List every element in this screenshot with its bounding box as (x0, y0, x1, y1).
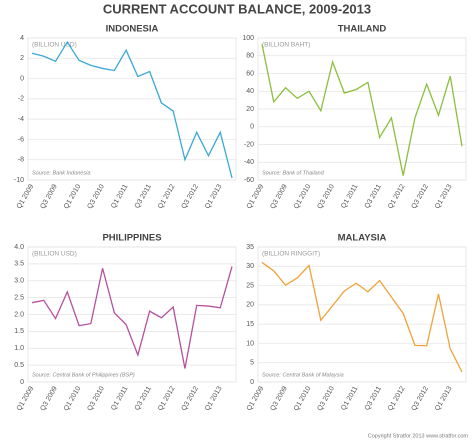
y-tick-label: 2.5 (14, 294, 24, 301)
y-tick-label: 30 (246, 263, 254, 270)
x-tick-label: Q1 2011 (110, 385, 129, 411)
x-tick-label: Q3 2012 (411, 385, 431, 412)
y-axis-label: (BILLION BAHT) (262, 42, 310, 49)
copyright: Copyright Stratfor 2013 www.stratfor.com (368, 433, 469, 439)
y-tick-label: 0 (250, 379, 254, 386)
x-tick-label: Q1 2012 (157, 385, 177, 412)
x-tick-label: Q1 2013 (204, 183, 224, 210)
source-note: Source: Central Bank of Philippines (BSP… (32, 372, 135, 378)
y-tick-label: 5 (250, 360, 254, 367)
y-tick-label: -2 (18, 96, 24, 103)
x-tick-label: Q1 2012 (387, 385, 407, 412)
y-tick-label: -4 (18, 116, 24, 123)
line (31, 40, 233, 179)
plot-area (257, 246, 467, 383)
y-tick-label: 60 (246, 70, 254, 77)
source-note: Source: Central Bank of Malaysia (262, 372, 344, 378)
x-tick-label: Q1 2012 (157, 183, 177, 210)
x-tick-label: Q1 2009 (246, 183, 266, 210)
x-tick-label: Q3 2011 (134, 183, 153, 209)
x-tick-label: Q1 2010 (293, 183, 313, 210)
plot-area (27, 37, 237, 181)
y-tick-label: 40 (246, 88, 254, 95)
x-tick-label: Q1 2010 (293, 385, 313, 412)
y-tick-label: 3.5 (14, 261, 24, 268)
x-tick-label: Q3 2010 (316, 183, 336, 210)
x-tick-label: Q1 2010 (63, 385, 83, 412)
line (261, 44, 463, 176)
y-tick-label: 10 (246, 340, 254, 347)
line (261, 261, 463, 373)
y-axis-label: (BILLION USD) (32, 251, 77, 258)
x-tick-label: Q3 2010 (86, 385, 106, 412)
panel-title: INDONESIA (106, 24, 159, 35)
y-tick-label: 0 (250, 124, 254, 131)
y-tick-label: 20 (246, 302, 254, 309)
y-tick-label: -6 (18, 136, 24, 143)
y-tick-label: 1.5 (14, 328, 24, 335)
y-tick-label: 25 (246, 282, 254, 289)
x-tick-label: Q1 2010 (63, 183, 83, 210)
x-tick-label: Q1 2009 (16, 183, 36, 210)
y-tick-label: 100 (242, 35, 254, 42)
y-tick-label: -40 (244, 159, 254, 166)
panel-title: MALAYSIA (338, 233, 387, 244)
x-tick-label: Q3 2012 (181, 183, 201, 210)
source-note: Source: Bank of Thailand (262, 170, 325, 176)
y-tick-label: 20 (246, 106, 254, 113)
x-tick-label: Q3 2011 (364, 385, 383, 411)
y-tick-label: -8 (18, 157, 24, 164)
x-tick-label: Q1 2009 (16, 385, 36, 412)
y-tick-label: 80 (246, 53, 254, 60)
chart-title: CURRENT ACCOUNT BALANCE, 2009-2013 (103, 1, 371, 16)
y-tick-label: 0.5 (14, 362, 24, 369)
y-tick-label: 35 (246, 244, 254, 251)
y-tick-label: -10 (14, 177, 24, 184)
x-tick-label: Q3 2009 (269, 183, 289, 210)
line (31, 266, 233, 369)
y-tick-label: 0 (20, 75, 24, 82)
x-tick-label: Q1 2013 (434, 183, 454, 210)
y-tick-label: 2 (20, 55, 24, 62)
panel-title: THAILAND (338, 24, 387, 35)
y-axis-label: (BILLION USD) (32, 42, 77, 49)
y-tick-label: -20 (244, 141, 254, 148)
x-tick-label: Q3 2009 (39, 385, 59, 412)
x-tick-label: Q1 2013 (204, 385, 224, 412)
y-tick-label: 0 (20, 379, 24, 386)
y-tick-label: 4.0 (14, 244, 24, 251)
x-tick-label: Q1 2012 (387, 183, 407, 210)
x-tick-label: Q3 2009 (39, 183, 59, 210)
y-tick-label: 2.0 (14, 311, 24, 318)
x-tick-label: Q1 2011 (340, 385, 359, 411)
source-note: Source: Bank Indonesia (32, 170, 90, 176)
x-tick-label: Q3 2012 (181, 385, 201, 412)
x-tick-label: Q3 2011 (364, 183, 383, 209)
y-tick-label: 15 (246, 321, 254, 328)
y-tick-label: -60 (244, 177, 254, 184)
x-tick-label: Q1 2009 (246, 385, 266, 412)
x-tick-label: Q3 2009 (269, 385, 289, 412)
x-tick-label: Q3 2010 (86, 183, 106, 210)
x-tick-label: Q1 2011 (110, 183, 129, 209)
y-tick-label: 1.0 (14, 345, 24, 352)
y-tick-label: 4 (20, 35, 24, 42)
x-tick-label: Q3 2010 (316, 385, 336, 412)
panel-title: PHILIPPINES (102, 233, 161, 244)
x-tick-label: Q1 2011 (340, 183, 359, 209)
x-tick-label: Q3 2011 (134, 385, 153, 411)
y-tick-label: 3.0 (14, 278, 24, 285)
x-tick-label: Q3 2012 (411, 183, 431, 210)
x-tick-label: Q1 2013 (434, 385, 454, 412)
y-axis-label: (BILLION RINGGIT) (262, 251, 320, 258)
